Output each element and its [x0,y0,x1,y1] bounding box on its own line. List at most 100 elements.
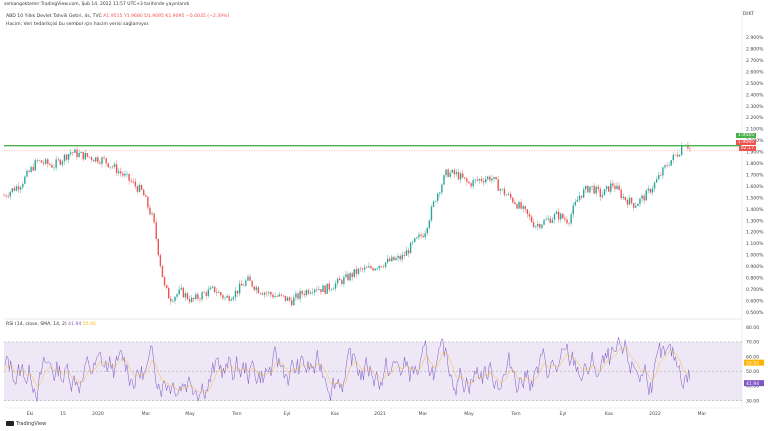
candle-body [516,204,518,209]
candle-body [341,280,343,285]
candle-body [34,160,36,171]
candle-body [303,294,305,296]
candle-body [651,188,654,193]
price-tick-label: 2.700% [746,58,764,64]
candle-body [587,185,589,193]
candle-body [653,182,656,189]
candle-body [468,181,470,184]
time-tick-label: Eyl [284,411,291,417]
candle-body [140,185,143,190]
price-tick-label: 2.300% [746,104,764,110]
candle-body [426,227,428,234]
candle-body [347,274,349,281]
rsi-name[interactable]: RSI (14, close, SMA, 14, 2) [6,322,67,327]
candle-body [343,277,345,285]
candle-body [637,203,639,207]
candle-body [259,293,262,294]
candle-body [612,183,614,186]
candle-body [67,153,70,160]
price-tick-label: 0.600% [746,298,764,304]
price-tick-label: 1.200% [746,230,764,236]
candle-body [551,219,554,223]
candle-body [455,172,458,175]
price-tick-label: 1.800% [746,161,764,167]
time-tick-label: Eki [27,411,34,417]
candle-body [524,206,526,210]
candle-body [117,171,120,174]
candle-body [32,167,34,171]
candle-body [422,235,424,238]
candle-body [165,285,168,288]
candle-body [268,292,270,294]
candle-body [197,294,199,299]
candle-body [284,295,287,301]
candle-body [316,289,318,291]
candle-body [499,189,501,191]
candle-body [86,153,89,157]
candle-body [547,218,549,220]
candle-body [658,175,660,180]
candle-body [399,255,401,260]
candle-body [263,292,266,295]
candle-body [643,195,645,201]
candle-body [443,175,445,185]
candle-body [90,157,93,160]
candle-body [416,237,418,239]
candle-body [82,151,84,160]
candle-body [566,219,568,224]
time-tick-label: May [185,411,195,417]
candle-body [351,273,353,277]
candle-body [168,287,170,299]
candle-body [120,171,122,174]
candle-body [251,280,253,287]
tradingview-logo[interactable]: TradingView [6,421,46,427]
brand-text: TradingView [16,421,47,427]
rsi-tick-label: 30.00 [746,398,759,404]
candle-body [24,176,26,184]
candle-body [30,167,32,172]
candle-body [228,295,230,301]
rsi-value: 41.94 [68,322,82,327]
rsi-ma-line [3,347,691,393]
candle-body [9,191,11,197]
candle-body [370,266,372,269]
candle-body [647,188,649,191]
candle-body [186,293,189,300]
candle-body [472,180,474,187]
candle-body [622,196,624,198]
candle-body [361,268,364,270]
candle-body [84,153,87,160]
candle-body [674,154,677,156]
symbol-name[interactable]: ABD 10 Yıllık Devlet Tahvili Getiri, 4s,… [6,14,102,19]
candle-body [451,169,453,173]
candle-body [130,180,132,182]
price-tick-label: 2.400% [746,92,764,98]
candle-body [501,188,504,190]
candle-body [297,293,299,299]
candle-body [70,152,72,154]
candle-body [578,195,581,200]
candle-body [40,160,43,163]
candle-body [199,298,201,300]
candle-body [418,234,420,238]
candle-body [134,181,137,187]
candle-body [253,286,255,290]
candle-body [639,198,641,204]
candle-body [678,155,681,157]
candle-body [128,173,130,181]
candle-body [209,287,212,290]
candle-body [111,166,114,168]
candle-body [305,290,308,296]
candle-body [147,196,149,208]
candle-body [318,289,320,291]
candle-body [614,185,616,190]
candle-body [357,268,360,274]
candle-body [15,186,18,191]
rsi-line [3,337,691,402]
candle-body [378,266,381,269]
candle-body [188,299,191,302]
time-tick-label: 15 [60,411,66,417]
candle-body [459,173,462,180]
candle-body [280,294,283,296]
